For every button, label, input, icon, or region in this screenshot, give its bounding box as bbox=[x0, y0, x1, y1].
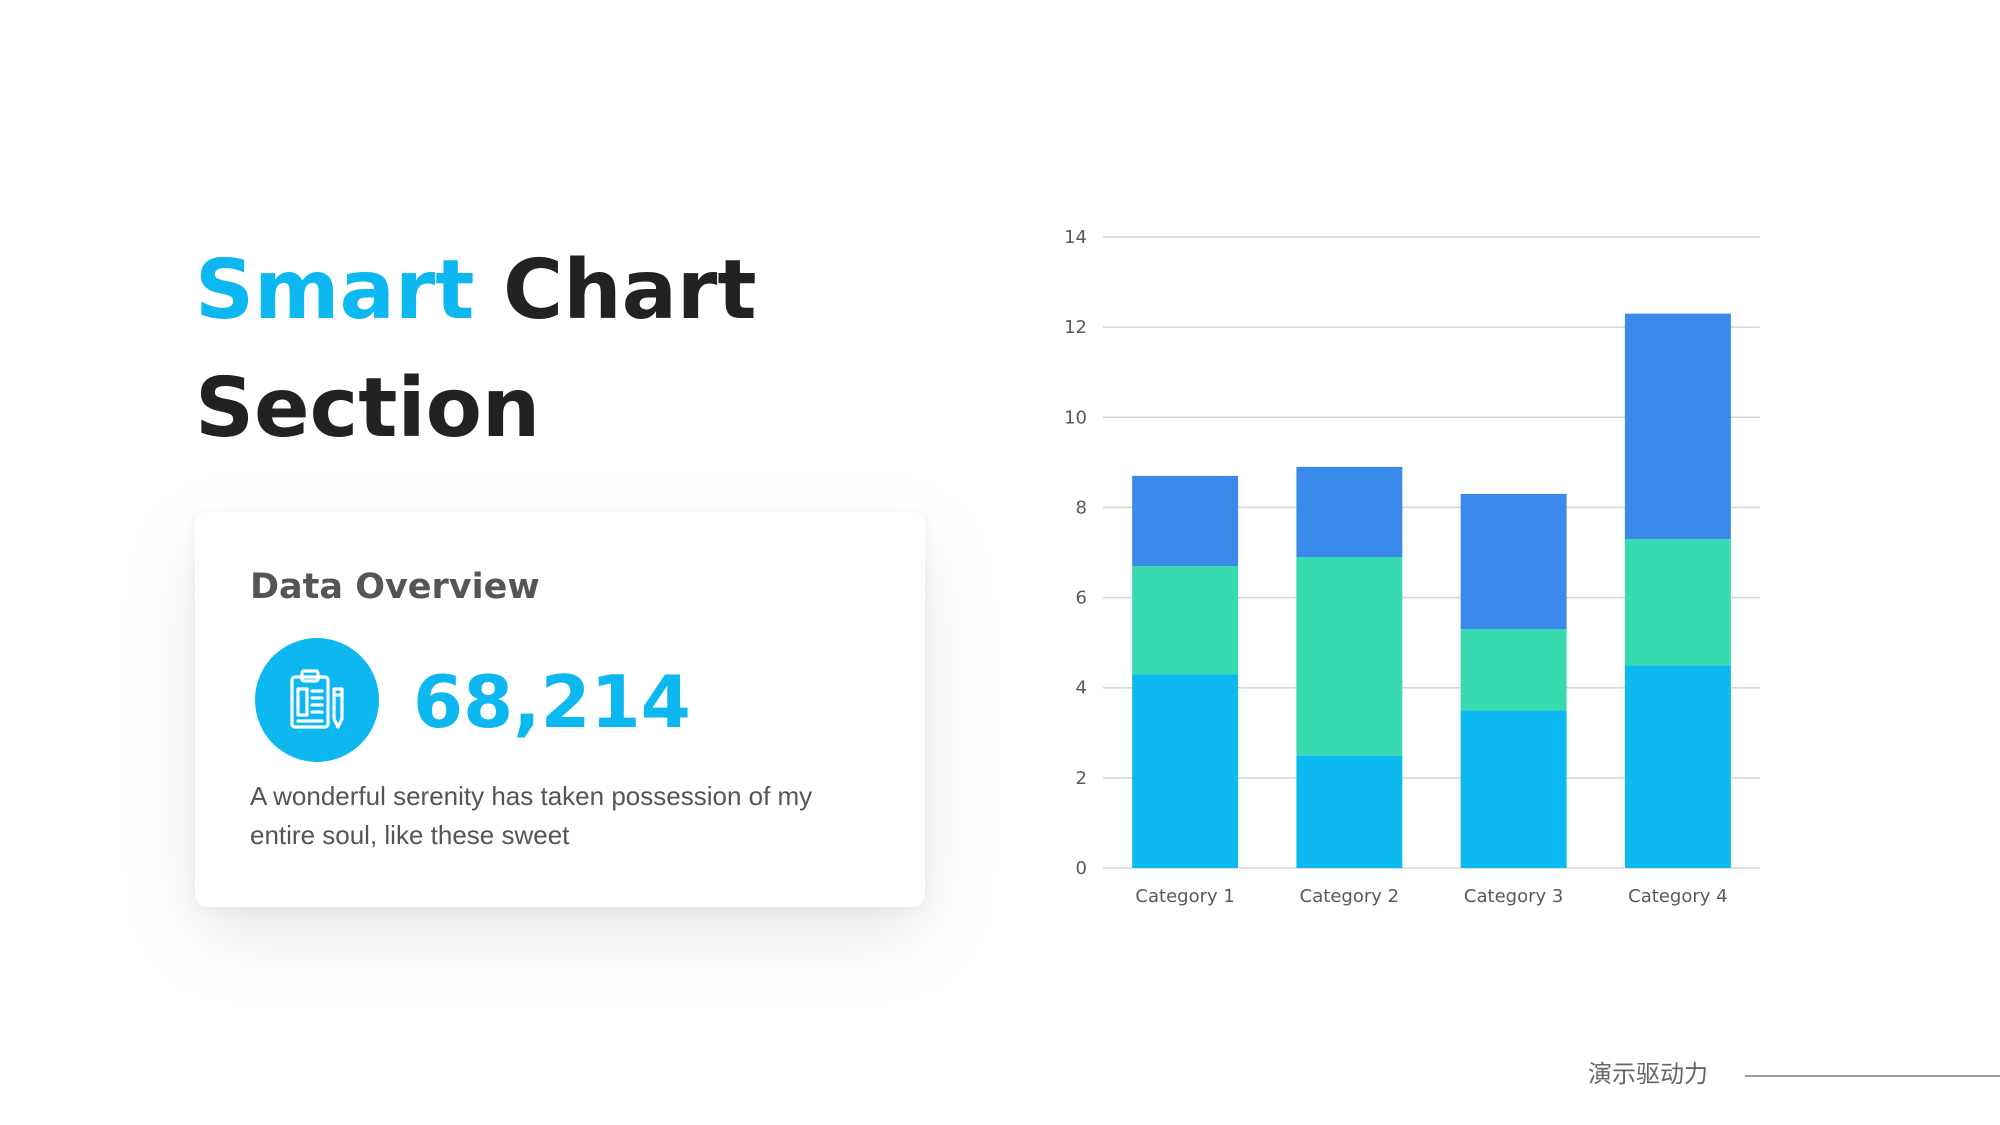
stacked-bar-chart: 0 2 4 6 8 10 12 14 Category 1 Category 2 Category … bbox=[1064, 227, 1760, 907]
footer-divider bbox=[1745, 1075, 2000, 1077]
bar-segment bbox=[1624, 538, 1731, 666]
bar-segment bbox=[1460, 629, 1567, 711]
bar-segment bbox=[1460, 710, 1567, 868]
data-overview-card: Data Overview 68,214 A wonderful serenit… bbox=[195, 512, 925, 907]
y-tick-label: 12 bbox=[1064, 317, 1087, 338]
bar-segment bbox=[1624, 313, 1731, 539]
title-word: Chart bbox=[474, 243, 757, 338]
bar-segment bbox=[1460, 493, 1567, 630]
bar-segment bbox=[1132, 475, 1239, 567]
x-tick-label: Category 4 bbox=[1628, 886, 1727, 907]
title-accent-word: Smart bbox=[195, 243, 475, 338]
y-tick-label: 4 bbox=[1076, 678, 1087, 699]
y-tick-label: 14 bbox=[1064, 227, 1087, 248]
y-tick-label: 2 bbox=[1076, 768, 1087, 789]
bar-segment bbox=[1296, 755, 1403, 868]
title-line-2: Section bbox=[195, 361, 541, 456]
y-tick-label: 6 bbox=[1076, 588, 1087, 609]
y-tick-label: 8 bbox=[1076, 497, 1087, 518]
x-tick-label: Category 1 bbox=[1135, 886, 1234, 907]
bar-segment bbox=[1296, 557, 1403, 756]
page-title: Smart Chart Section bbox=[195, 232, 757, 468]
bar-segment bbox=[1296, 466, 1403, 558]
footer-text: 演示驱动力 bbox=[1588, 1060, 1708, 1088]
card-heading: Data Overview bbox=[250, 567, 540, 607]
bar-segment bbox=[1132, 566, 1239, 675]
x-tick-label: Category 2 bbox=[1300, 886, 1399, 907]
y-tick-label: 10 bbox=[1064, 407, 1087, 428]
overview-value: 68,214 bbox=[413, 660, 691, 744]
bar-segment bbox=[1132, 674, 1239, 868]
clipboard-icon bbox=[255, 638, 379, 762]
card-description: A wonderful serenity has taken possessio… bbox=[250, 781, 813, 850]
x-tick-label: Category 3 bbox=[1464, 886, 1563, 907]
y-tick-label: 0 bbox=[1076, 858, 1087, 879]
bar-segment bbox=[1624, 665, 1731, 868]
